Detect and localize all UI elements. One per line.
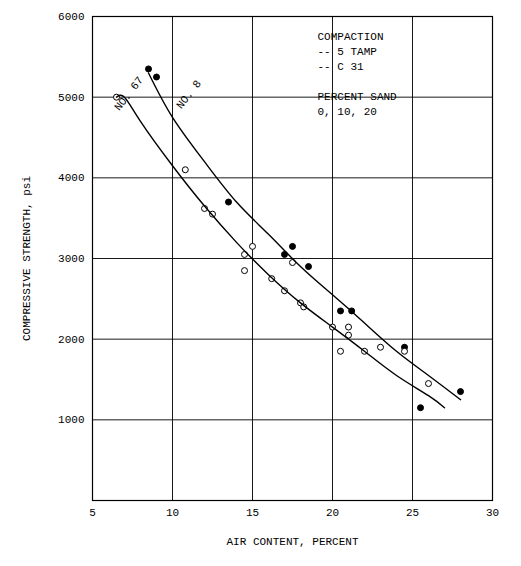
svg-text:AIR CONTENT, PERCENT: AIR CONTENT, PERCENT (226, 536, 358, 548)
svg-text:3000: 3000 (58, 253, 84, 265)
svg-text:2000: 2000 (58, 334, 84, 346)
svg-text:10: 10 (166, 507, 179, 519)
svg-text:COMPACTION: COMPACTION (318, 31, 384, 43)
svg-text:1000: 1000 (58, 414, 84, 426)
svg-text:0, 10, 20: 0, 10, 20 (318, 106, 377, 118)
svg-text:5000: 5000 (58, 92, 84, 104)
svg-text:25: 25 (406, 507, 419, 519)
svg-text:4000: 4000 (58, 172, 84, 184)
svg-text:6000: 6000 (58, 11, 84, 23)
svg-text:15: 15 (246, 507, 259, 519)
svg-text:NO. 67: NO. 67 (112, 75, 146, 114)
svg-text:-- 5 TAMP: -- 5 TAMP (318, 46, 378, 58)
svg-text:NO. 8: NO. 8 (174, 78, 204, 111)
svg-text:PERCENT SAND: PERCENT SAND (318, 91, 398, 103)
svg-text:5: 5 (89, 507, 96, 519)
svg-text:-- C 31: -- C 31 (318, 61, 365, 73)
svg-text:20: 20 (326, 507, 339, 519)
svg-text:COMPRESSIVE STRENGTH, psi: COMPRESSIVE STRENGTH, psi (21, 176, 33, 341)
svg-text:30: 30 (486, 507, 499, 519)
